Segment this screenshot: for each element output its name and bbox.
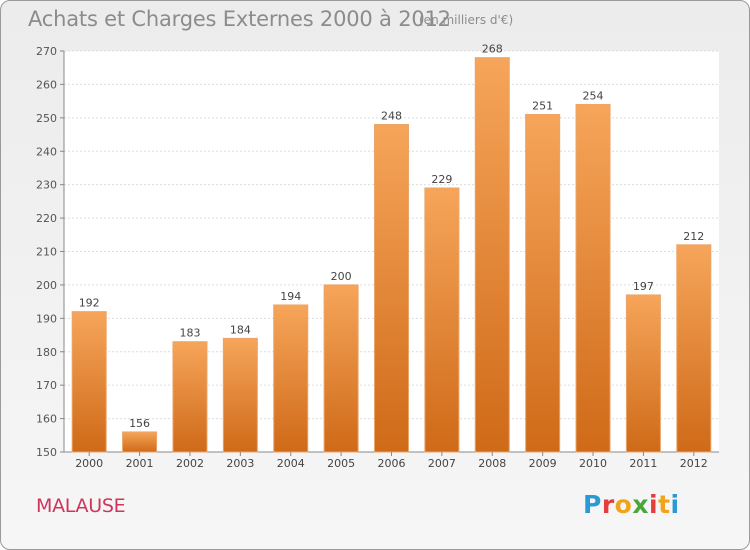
bar: [575, 103, 611, 453]
y-tick-label: 260: [36, 78, 57, 91]
logo-letter: o: [614, 490, 633, 519]
y-tick-label: 220: [36, 212, 57, 225]
logo-letter: P: [583, 490, 602, 519]
x-tick-label: 2006: [378, 457, 406, 470]
x-tick-label: 2005: [327, 457, 355, 470]
x-tick-label: 2011: [629, 457, 657, 470]
bar: [474, 57, 510, 453]
y-tick-label: 200: [36, 279, 57, 292]
y-tick-label: 240: [36, 145, 57, 158]
logo-letter: i: [670, 490, 680, 519]
logo-letter: x: [632, 490, 649, 519]
bar-value-label: 212: [683, 230, 704, 243]
bar: [172, 341, 208, 453]
y-tick-label: 250: [36, 112, 57, 125]
bar: [676, 244, 712, 453]
y-tick-label: 150: [36, 446, 57, 459]
logo-letter: i: [649, 490, 659, 519]
commune-name: MALAUSE: [36, 495, 126, 517]
bar-value-label: 183: [179, 327, 200, 340]
bar: [122, 431, 158, 453]
bar: [222, 337, 258, 453]
x-tick-label: 2012: [680, 457, 708, 470]
bar: [374, 124, 409, 453]
x-tick-label: 2002: [176, 457, 204, 470]
bar-value-label: 254: [583, 89, 604, 102]
bar: [273, 304, 309, 453]
bar-value-label: 200: [331, 270, 352, 283]
y-tick-label: 180: [36, 346, 57, 359]
bar-value-label: 192: [79, 297, 100, 310]
bar-value-label: 251: [532, 99, 553, 112]
x-tick-label: 2003: [226, 457, 254, 470]
bar-value-label: 268: [482, 43, 503, 56]
proxiti-logo: Proxiti: [583, 490, 680, 519]
bar-value-label: 197: [633, 280, 654, 293]
logo-letter: t: [658, 490, 671, 519]
y-tick-label: 170: [36, 379, 57, 392]
y-tick-label: 160: [36, 413, 57, 426]
y-tick-label: 270: [36, 45, 57, 58]
bar-value-label: 184: [230, 323, 251, 336]
bar: [71, 311, 107, 453]
bar-value-label: 229: [431, 173, 452, 186]
bar-value-label: 156: [129, 417, 150, 430]
logo-letter: r: [601, 490, 615, 519]
bar: [625, 294, 661, 453]
x-tick-label: 2000: [75, 457, 103, 470]
x-tick-label: 2001: [126, 457, 154, 470]
bar: [323, 284, 359, 453]
chart-subtitle: (en milliers d'€): [419, 13, 514, 27]
y-tick-label: 190: [36, 312, 57, 325]
bar: [525, 113, 561, 453]
x-tick-label: 2008: [478, 457, 506, 470]
bar-value-label: 194: [280, 290, 301, 303]
x-tick-label: 2007: [428, 457, 456, 470]
x-tick-label: 2010: [579, 457, 607, 470]
x-tick-label: 2009: [529, 457, 557, 470]
y-tick-label: 230: [36, 179, 57, 192]
bar-value-label: 248: [381, 110, 402, 123]
chart-title: Achats et Charges Externes 2000 à 2012: [28, 7, 451, 31]
y-tick-label: 210: [36, 246, 57, 259]
x-tick-label: 2004: [277, 457, 305, 470]
bar: [424, 187, 460, 453]
